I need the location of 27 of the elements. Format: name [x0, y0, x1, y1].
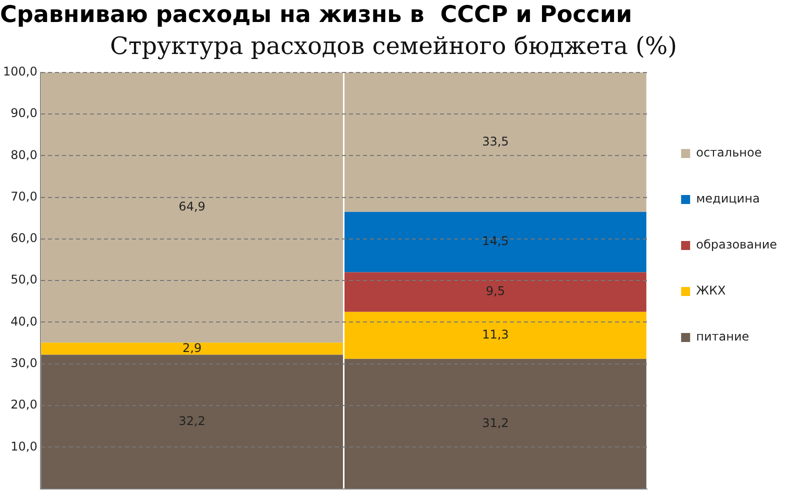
y-tick-label: 80,0	[10, 148, 38, 162]
y-tick-label: 10,0	[10, 439, 38, 454]
data-label: 2,9	[182, 340, 202, 355]
data-label: 64,9	[178, 200, 206, 214]
y-tick-label: 60,0	[10, 231, 38, 246]
chart-title: Сравниваю расходы на жизнь в СССР и России	[0, 2, 632, 28]
bar	[344, 212, 646, 272]
data-label: 9,5	[486, 284, 505, 298]
data-label: 33,5	[482, 134, 509, 148]
data-label: 32,2	[178, 414, 206, 428]
y-tick-label: 50,0	[10, 272, 38, 287]
y-tick-label: 90,0	[10, 106, 38, 120]
legend-label: медицина	[696, 192, 760, 206]
legend-label: питание	[696, 330, 750, 344]
y-tick-label: 40,0	[10, 314, 38, 328]
y-tick-label: 20,0	[10, 398, 38, 412]
legend-label: ЖКХ	[696, 284, 726, 298]
y-tick-label: 70,0	[10, 189, 38, 204]
data-label: 31,2	[482, 416, 509, 430]
data-label: 14,5	[482, 234, 509, 248]
legend-label: остальное	[696, 146, 762, 160]
y-tick-label: 100,0	[2, 64, 38, 79]
legend-label: образование	[696, 238, 777, 252]
chart-subtitle: Структура расходов семейного бюджета (%)	[110, 32, 678, 60]
y-tick-label: 30,0	[10, 356, 38, 370]
data-label: 11,3	[482, 327, 509, 342]
bar	[344, 272, 646, 312]
